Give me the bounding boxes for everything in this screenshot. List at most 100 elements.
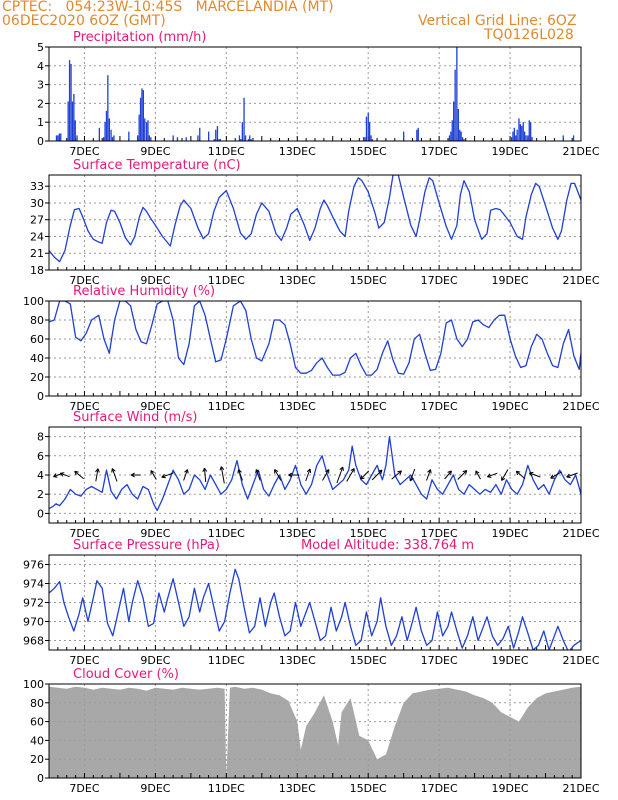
- pressure-x-tick-label: 19DEC: [492, 654, 529, 667]
- pressure-y-tick-label: 968: [23, 635, 44, 648]
- wind-arrow: [274, 469, 282, 481]
- precipitation-bar: [247, 139, 249, 141]
- wind-arrow: [360, 470, 370, 480]
- precipitation-bar: [367, 112, 369, 141]
- precipitation-bar: [150, 137, 152, 141]
- precipitation-bar: [512, 131, 514, 141]
- precipitation-bar: [60, 133, 62, 141]
- precipitation-bar: [74, 120, 76, 141]
- pressure-y-tick-label: 974: [23, 578, 44, 591]
- precipitation-bar: [240, 139, 242, 141]
- precipitation-y-tick-label: 5: [37, 41, 44, 54]
- temperature-frame: [48, 174, 582, 271]
- cloud-cover-title: Cloud Cover (%): [73, 667, 179, 682]
- temperature-x-tick-label: 15DEC: [350, 274, 387, 287]
- panel-pressure: Surface Pressure (hPa) Model Altitude: 33…: [23, 538, 600, 667]
- wind-arrow: [183, 469, 189, 481]
- pressure-x-tick-label: 9DEC: [140, 654, 170, 667]
- wind-x-tick-label: 15DEC: [350, 527, 387, 540]
- humidity-x-tick-label: 17DEC: [421, 400, 458, 413]
- panel-wind: Surface Wind (m/s) 0 2 4 6 8 7DEC 9DEC 11DEC 13DE…: [37, 410, 600, 540]
- precipitation-bar: [58, 133, 60, 141]
- wind-x-tick-label: 13DEC: [279, 527, 316, 540]
- cloud-cover-y-tick-label: 40: [30, 734, 44, 747]
- cloud-cover-y-tick-label: 20: [30, 753, 44, 766]
- temperature-y-tick-label: 30: [30, 197, 44, 210]
- wind-y-tick-label: 0: [37, 507, 44, 520]
- wind-y-tick-label: 8: [37, 431, 44, 444]
- header-run-time: 06DEC2020 6OZ (GMT): [2, 13, 166, 29]
- humidity-y-tick-label: 60: [30, 333, 44, 346]
- precipitation-bar: [459, 129, 461, 141]
- precipitation-bar: [138, 114, 140, 141]
- precipitation-bar: [510, 137, 513, 141]
- precipitation-bar: [463, 139, 465, 141]
- pressure-frame: [48, 554, 582, 651]
- precipitation-bar: [213, 139, 215, 141]
- humidity-x-tick-label: 15DEC: [350, 400, 387, 413]
- humidity-y-tick-label: 80: [30, 314, 44, 327]
- precipitation-x-tick-label: 13DEC: [279, 145, 316, 158]
- pressure-x-tick-label: 21DEC: [562, 654, 599, 667]
- precipitation-bar: [572, 135, 575, 141]
- precipitation-bar: [104, 122, 106, 141]
- wind-x-tick-label: 17DEC: [421, 527, 458, 540]
- precipitation-bar: [530, 122, 532, 141]
- precipitation-x-tick-label: 19DEC: [492, 145, 529, 158]
- precipitation-bar: [148, 135, 150, 141]
- precipitation-bar: [370, 135, 372, 141]
- pressure-x-tick-label: 7DEC: [69, 654, 99, 667]
- humidity-x-tick-label: 7DEC: [69, 400, 99, 413]
- wind-arrow: [288, 472, 299, 478]
- precipitation-bar: [241, 122, 243, 141]
- wind-arrow: [444, 470, 452, 480]
- precipitation-bar: [531, 137, 533, 141]
- cloud-cover-frame: [48, 683, 582, 779]
- wind-arrow: [529, 471, 541, 478]
- precipitation-bar: [562, 135, 564, 141]
- precipitation-bar: [456, 47, 458, 141]
- precipitation-bar: [218, 139, 220, 141]
- precipitation-bar: [371, 139, 374, 141]
- wind-arrow: [475, 470, 481, 480]
- wind-y-tick-label: 4: [37, 469, 44, 482]
- pressure-x-tick-label: 15DEC: [350, 654, 387, 667]
- temperature-x-tick-label: 19DEC: [492, 274, 529, 287]
- wind-arrow: [409, 468, 416, 482]
- pressure-y-tick-label: 972: [23, 597, 44, 610]
- cloud-cover-x-tick-label: 7DEC: [69, 782, 99, 795]
- precipitation-bar: [71, 101, 74, 141]
- wind-y-tick-label: 2: [37, 488, 44, 501]
- precipitation-bar: [147, 120, 149, 141]
- precipitation-bar: [451, 120, 453, 141]
- wind-arrow: [150, 470, 157, 480]
- precipitation-bar: [144, 118, 146, 141]
- cloud-cover-x-tick-label: 13DEC: [279, 782, 316, 795]
- precipitation-bar: [142, 90, 144, 141]
- wind-arrow: [371, 469, 383, 481]
- wind-x-tick-label: 21DEC: [562, 527, 599, 540]
- wind-arrow: [305, 468, 312, 482]
- pressure-line: [49, 568, 581, 650]
- precipitation-bar: [110, 129, 112, 141]
- precipitation-bar: [518, 118, 520, 141]
- wind-x-tick-label: 19DEC: [492, 527, 529, 540]
- temperature-y-tick-label: 21: [30, 247, 44, 260]
- precipitation-bar: [522, 122, 524, 141]
- cloud-cover-x-tick-label: 15DEC: [350, 782, 387, 795]
- precipitation-bar: [128, 131, 130, 141]
- temperature-x-tick-label: 17DEC: [421, 274, 458, 287]
- precipitation-bar: [67, 101, 69, 141]
- precipitation-bar: [417, 127, 419, 141]
- precipitation-bar: [243, 97, 245, 141]
- precipitation-bar: [453, 101, 455, 141]
- temperature-y-tick-label: 33: [30, 180, 44, 193]
- wind-arrow: [566, 472, 578, 479]
- precipitation-bar: [216, 126, 219, 141]
- wind-arrow: [111, 468, 118, 482]
- wind-arrow: [59, 472, 70, 478]
- precipitation-bar: [107, 75, 109, 141]
- pressure-y-tick-label: 970: [23, 616, 44, 629]
- precipitation-x-tick-label: 15DEC: [350, 145, 387, 158]
- precipitation-x-tick-label: 21DEC: [562, 145, 599, 158]
